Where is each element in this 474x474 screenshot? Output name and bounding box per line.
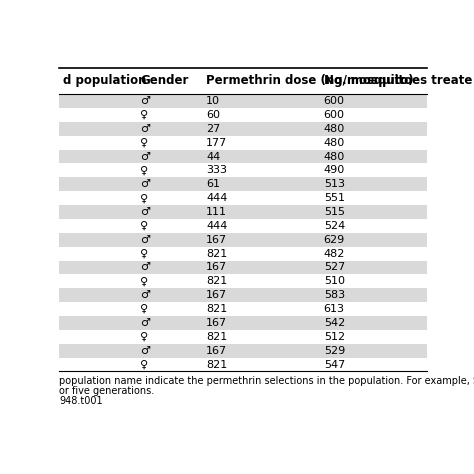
Text: 167: 167	[206, 290, 228, 300]
Text: 547: 547	[324, 360, 345, 370]
Text: ♀: ♀	[140, 193, 148, 203]
FancyBboxPatch shape	[59, 164, 427, 177]
Text: ♀: ♀	[140, 332, 148, 342]
Text: ♂: ♂	[140, 290, 150, 300]
Text: 948.t001: 948.t001	[59, 396, 103, 406]
Text: 629: 629	[324, 235, 345, 245]
Text: ♂: ♂	[140, 124, 150, 134]
Text: 167: 167	[206, 318, 228, 328]
FancyBboxPatch shape	[59, 302, 427, 316]
Text: ♂: ♂	[140, 263, 150, 273]
FancyBboxPatch shape	[59, 191, 427, 205]
Text: Gender: Gender	[140, 74, 189, 88]
Text: population name indicate the permethrin selections in the population. For exampl: population name indicate the permethrin …	[59, 376, 474, 386]
FancyBboxPatch shape	[59, 219, 427, 233]
Text: ♂: ♂	[140, 346, 150, 356]
FancyBboxPatch shape	[59, 136, 427, 150]
Text: 444: 444	[206, 193, 228, 203]
Text: 524: 524	[324, 221, 345, 231]
Text: 167: 167	[206, 263, 228, 273]
Text: 600: 600	[324, 96, 345, 106]
Text: 333: 333	[206, 165, 227, 175]
FancyBboxPatch shape	[59, 150, 427, 164]
FancyBboxPatch shape	[59, 94, 427, 108]
Text: 821: 821	[206, 248, 228, 259]
Text: 10: 10	[206, 96, 220, 106]
FancyBboxPatch shape	[59, 122, 427, 136]
Text: 600: 600	[324, 110, 345, 120]
Text: ♂: ♂	[140, 96, 150, 106]
Text: ♀: ♀	[140, 276, 148, 286]
Text: ♂: ♂	[140, 318, 150, 328]
Text: d population: d population	[63, 74, 146, 88]
Text: ♀: ♀	[140, 248, 148, 259]
Text: ♂: ♂	[140, 179, 150, 189]
Text: 167: 167	[206, 346, 228, 356]
Text: or five generations.: or five generations.	[59, 386, 155, 396]
Text: ♂: ♂	[140, 207, 150, 217]
Text: 111: 111	[206, 207, 227, 217]
Text: ♀: ♀	[140, 304, 148, 314]
Text: 177: 177	[206, 137, 228, 147]
Text: 510: 510	[324, 276, 345, 286]
Text: 490: 490	[324, 165, 345, 175]
Text: 512: 512	[324, 332, 345, 342]
Text: 821: 821	[206, 276, 228, 286]
Text: 167: 167	[206, 235, 228, 245]
Text: 529: 529	[324, 346, 345, 356]
Text: 821: 821	[206, 304, 228, 314]
Text: ♂: ♂	[140, 235, 150, 245]
Text: 27: 27	[206, 124, 220, 134]
Text: ♀: ♀	[140, 137, 148, 147]
FancyBboxPatch shape	[59, 261, 427, 274]
Text: ♀: ♀	[140, 221, 148, 231]
Text: 61: 61	[206, 179, 220, 189]
Text: 515: 515	[324, 207, 345, 217]
Text: 480: 480	[324, 152, 345, 162]
FancyBboxPatch shape	[59, 344, 427, 357]
FancyBboxPatch shape	[59, 357, 427, 372]
FancyBboxPatch shape	[59, 205, 427, 219]
Text: ♀: ♀	[140, 360, 148, 370]
FancyBboxPatch shape	[59, 316, 427, 330]
Text: 551: 551	[324, 193, 345, 203]
Text: ♀: ♀	[140, 110, 148, 120]
Text: 480: 480	[324, 137, 345, 147]
FancyBboxPatch shape	[59, 68, 427, 94]
Text: 60: 60	[206, 110, 220, 120]
Text: 821: 821	[206, 332, 228, 342]
Text: 480: 480	[324, 124, 345, 134]
FancyBboxPatch shape	[59, 246, 427, 261]
Text: ♂: ♂	[140, 152, 150, 162]
Text: ♀: ♀	[140, 165, 148, 175]
Text: 542: 542	[324, 318, 345, 328]
FancyBboxPatch shape	[59, 233, 427, 246]
Text: 613: 613	[324, 304, 345, 314]
FancyBboxPatch shape	[59, 177, 427, 191]
Text: 482: 482	[324, 248, 345, 259]
Text: 527: 527	[324, 263, 345, 273]
FancyBboxPatch shape	[59, 288, 427, 302]
Text: No. mosquitoes treate: No. mosquitoes treate	[324, 74, 472, 88]
FancyBboxPatch shape	[59, 274, 427, 288]
FancyBboxPatch shape	[59, 108, 427, 122]
Text: 44: 44	[206, 152, 220, 162]
Text: 583: 583	[324, 290, 345, 300]
Text: 821: 821	[206, 360, 228, 370]
Text: 513: 513	[324, 179, 345, 189]
Text: 444: 444	[206, 221, 228, 231]
FancyBboxPatch shape	[59, 330, 427, 344]
Text: Permethrin dose (ng/mosquito): Permethrin dose (ng/mosquito)	[206, 74, 414, 88]
